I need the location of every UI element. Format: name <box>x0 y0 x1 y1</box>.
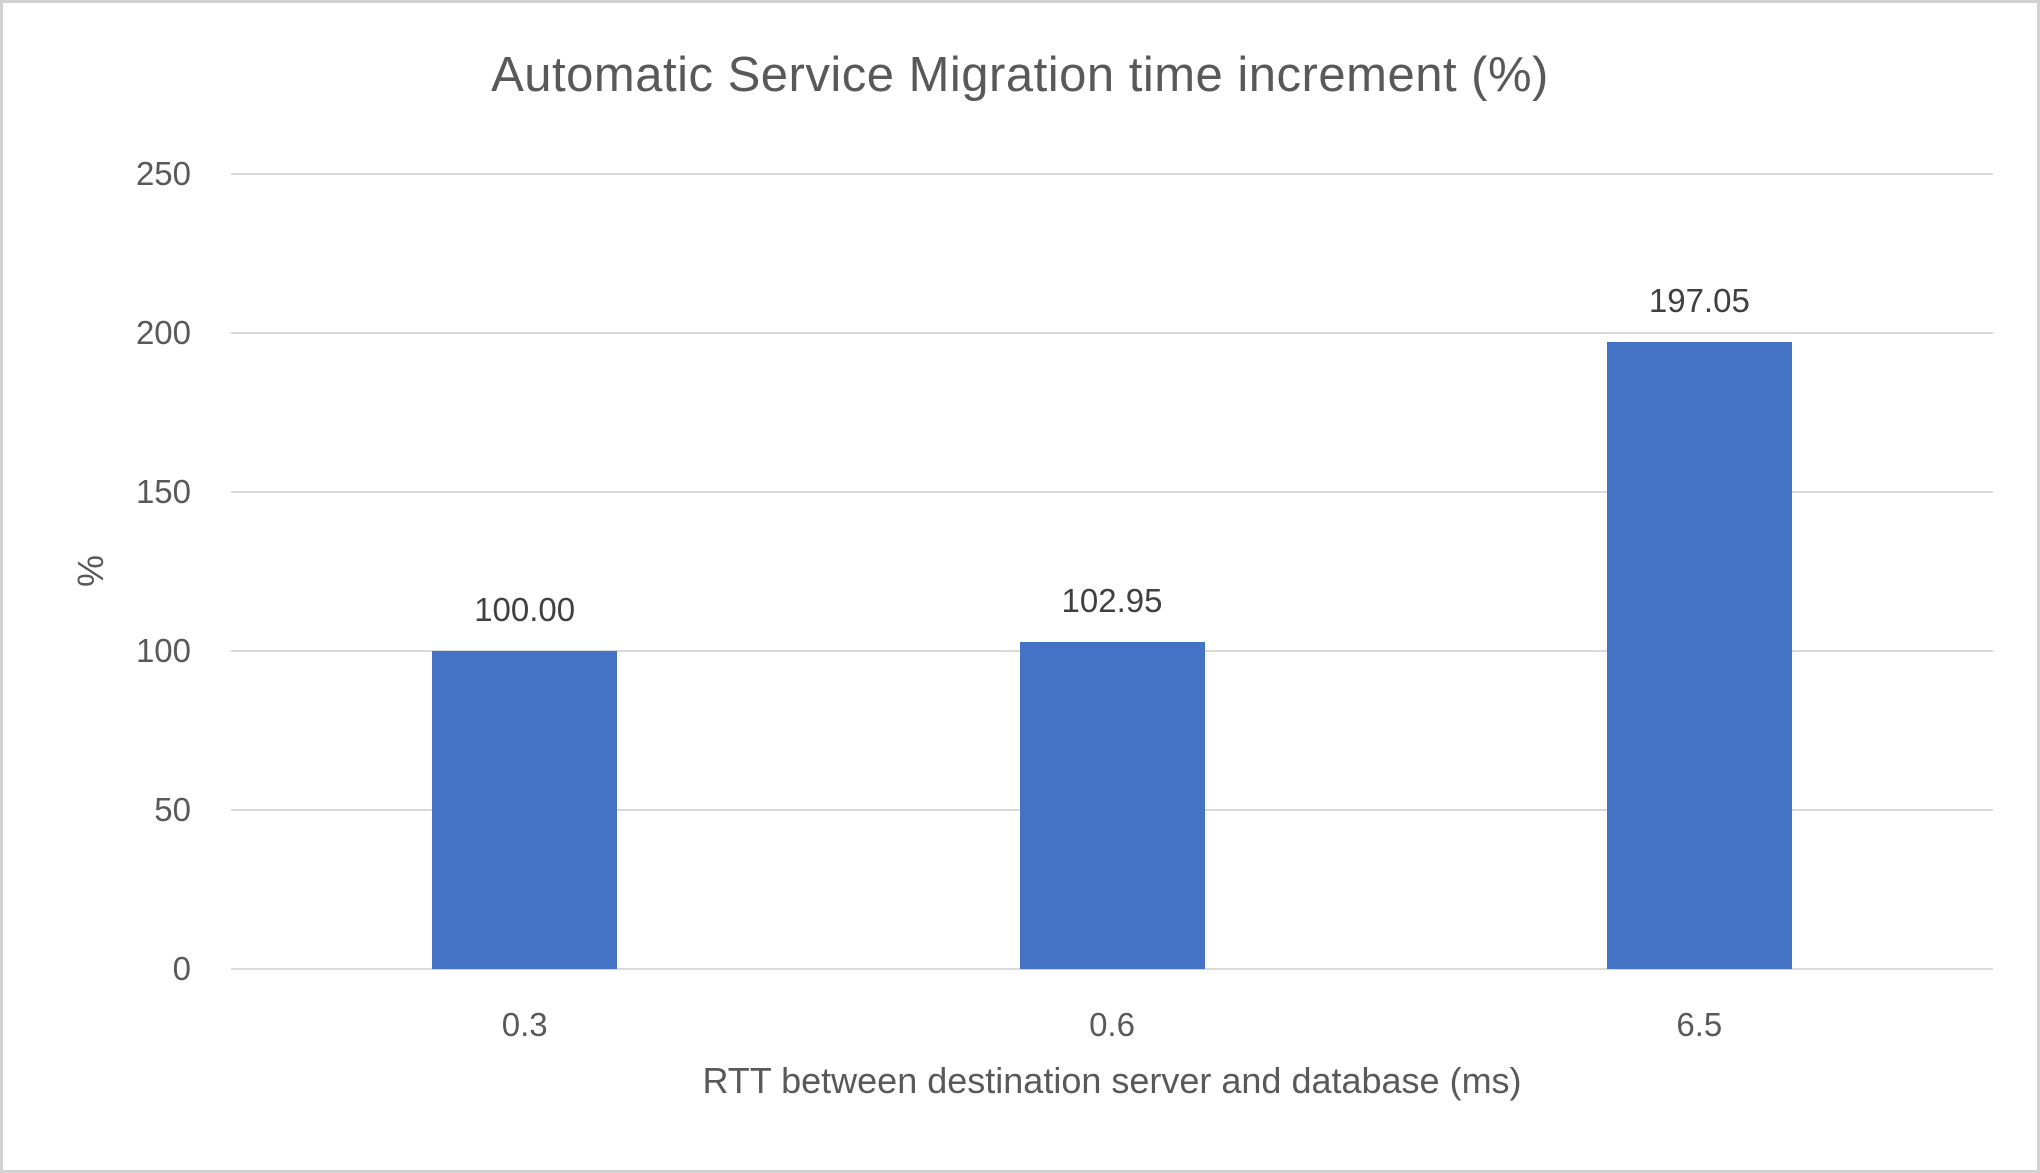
y-axis-title: % <box>70 555 111 588</box>
y-axis-tick-label: 50 <box>154 791 191 828</box>
y-axis-tick-label: 100 <box>135 632 191 669</box>
bar-data-label: 102.95 <box>1061 581 1163 619</box>
x-axis-tick-label: 0.6 <box>1089 1006 1135 1043</box>
x-axis-tick-label: 6.5 <box>1676 1006 1723 1043</box>
y-axis-tick-label: 200 <box>135 314 191 351</box>
bar <box>1606 342 1792 969</box>
y-axis-tick-label: 250 <box>135 155 191 192</box>
x-axis-tick-label: 0.3 <box>501 1006 548 1043</box>
y-axis-tick-label: 150 <box>135 473 191 510</box>
gridline <box>231 332 1993 334</box>
y-axis-tick-label: 0 <box>172 950 191 987</box>
chart-title: Automatic Service Migration time increme… <box>491 48 1549 102</box>
gridline <box>231 968 1993 970</box>
bar-data-label: 197.05 <box>1648 282 1750 320</box>
x-axis-title: RTT between destination server and datab… <box>702 1060 1522 1101</box>
bar-data-label: 100.00 <box>474 591 576 628</box>
bar <box>432 651 618 969</box>
gridline <box>231 173 1993 175</box>
bar <box>1019 641 1205 969</box>
gridline <box>231 491 1993 493</box>
